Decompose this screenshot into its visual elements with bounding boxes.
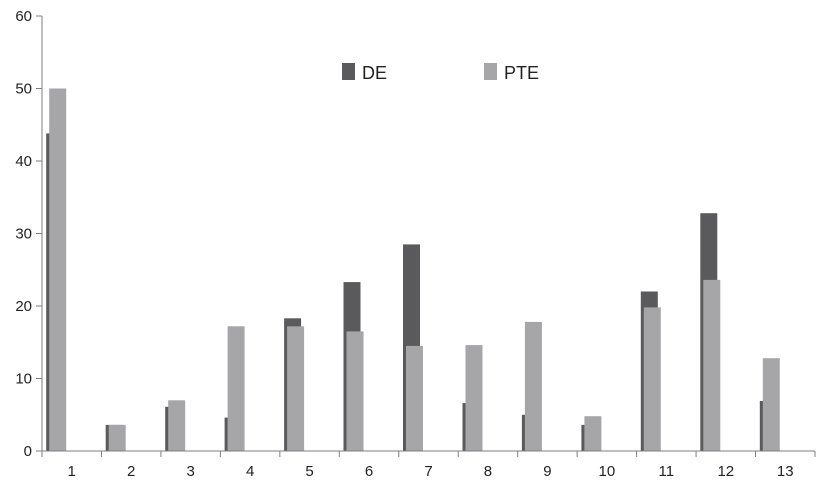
y-tick-label: 0 xyxy=(24,443,32,460)
bar-pte-8 xyxy=(465,345,483,451)
bar-pte-2 xyxy=(108,424,126,451)
x-tick-label: 8 xyxy=(484,463,492,480)
x-tick-label: 3 xyxy=(186,463,194,480)
bar-pte-6 xyxy=(346,331,364,451)
x-tick-label: 2 xyxy=(127,463,135,480)
y-tick-label: 20 xyxy=(15,298,32,315)
y-tick-label: 40 xyxy=(15,153,32,170)
y-tick-label: 50 xyxy=(15,81,32,98)
legend-label-pte: PTE xyxy=(504,63,539,83)
bars-layer xyxy=(46,88,780,452)
y-tick-label: 60 xyxy=(15,8,32,25)
y-tick-label: 30 xyxy=(15,226,32,243)
x-tick-label: 6 xyxy=(365,463,373,480)
legend-label-de: DE xyxy=(362,63,387,83)
y-tick-label: 10 xyxy=(15,371,32,388)
legend-swatch-pte xyxy=(484,63,497,80)
x-tick-label: 7 xyxy=(424,463,432,480)
x-tick-label: 5 xyxy=(305,463,313,480)
bar-pte-1 xyxy=(49,88,67,451)
bar-pte-10 xyxy=(584,416,602,451)
bar-pte-4 xyxy=(227,326,245,451)
bar-pte-5 xyxy=(287,326,305,451)
bar-pte-12 xyxy=(703,279,721,451)
bar-pte-7 xyxy=(406,345,423,451)
x-tick-label: 9 xyxy=(543,463,551,480)
bar-pte-13 xyxy=(762,358,780,451)
legend-swatch-de xyxy=(342,63,355,80)
x-tick-label: 1 xyxy=(68,463,76,480)
x-tick-label: 13 xyxy=(777,463,794,480)
bar-pte-11 xyxy=(643,307,661,451)
bar-pte-3 xyxy=(168,400,186,452)
x-tick-label: 4 xyxy=(246,463,254,480)
bar-pte-9 xyxy=(524,321,542,451)
x-tick-label: 11 xyxy=(659,463,675,480)
x-tick-label: 12 xyxy=(717,463,734,480)
legend: DE PTE xyxy=(342,63,539,83)
x-tick-label: 10 xyxy=(599,463,616,480)
